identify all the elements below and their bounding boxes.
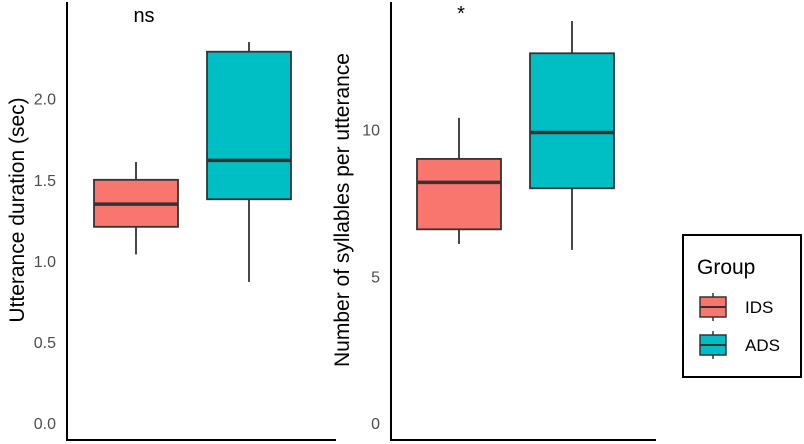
y-tick-label-syllables: 0 — [371, 416, 380, 433]
y-tick-label-duration: 1.5 — [34, 173, 56, 190]
box-ids-syllables — [416, 117, 502, 245]
legend-label-ids: IDS — [745, 298, 773, 317]
legend-title: Group — [697, 256, 755, 279]
y-tick-label-syllables: 10 — [362, 123, 380, 140]
boxes-syllables — [416, 21, 615, 250]
legend-item-ids: IDS — [699, 293, 773, 321]
significance-label-duration: ns — [133, 5, 154, 27]
panel-syllables: Number of syllables per utterance * 0 5 10 — [331, 2, 656, 441]
y-axis-label-syllables: Number of syllables per utterance — [331, 53, 354, 367]
box-ads-duration — [206, 42, 292, 282]
boxes-duration — [93, 42, 292, 282]
box-body — [206, 50, 292, 201]
y-ticks-syllables: 0 5 10 — [362, 123, 380, 433]
y-axis-label-duration: Utterance duration (sec) — [6, 97, 29, 322]
y-ticks-duration: 0.0 0.5 1.0 1.5 2.0 — [34, 92, 56, 433]
y-tick-label-duration: 2.0 — [34, 92, 56, 109]
legend-label-ads: ADS — [745, 336, 780, 355]
significance-label-syllables: * — [457, 3, 465, 25]
panel-utterance-duration: Utterance duration (sec) ns 0.0 0.5 1.0 1.5… — [6, 2, 336, 441]
y-tick-label-duration: 0.0 — [34, 416, 56, 433]
box-ads-syllables — [529, 21, 615, 250]
legend: Group IDS ADS — [682, 234, 802, 378]
y-tick-label-duration: 1.0 — [34, 254, 56, 271]
box-body — [529, 52, 615, 190]
y-tick-label-duration: 0.5 — [34, 335, 56, 352]
y-tick-label-syllables: 5 — [371, 269, 380, 286]
legend-item-ads: ADS — [699, 331, 780, 359]
box-ids-duration — [93, 161, 179, 255]
box-body — [416, 158, 502, 231]
